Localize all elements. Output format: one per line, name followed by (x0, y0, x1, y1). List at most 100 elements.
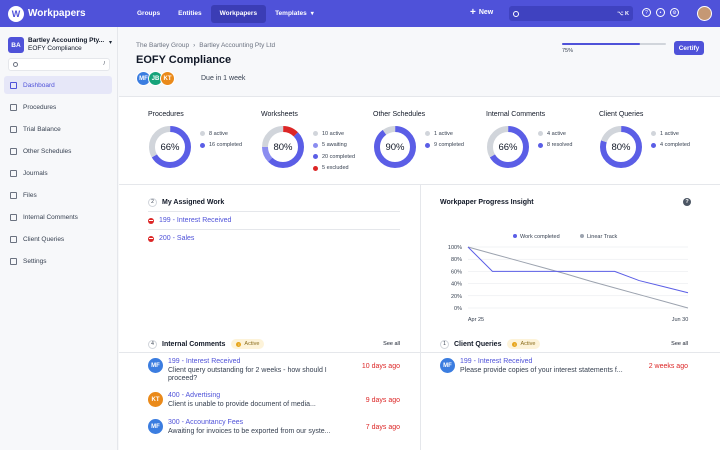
help-icon[interactable]: ? (642, 8, 651, 17)
main-content: The Bartley Group › Bartley Accounting P… (119, 27, 720, 450)
sidebar-item-dashboard[interactable]: Dashboard (4, 76, 112, 94)
donut-segment (149, 126, 191, 168)
workpaper-link[interactable]: 199 - Interest Received (159, 217, 232, 224)
list-item[interactable]: 199 - Interest Received (148, 211, 400, 229)
donut-percent: 66% (498, 141, 518, 153)
legend-dot (538, 131, 543, 137)
see-all-link[interactable]: See all (383, 341, 400, 347)
nav-workpapers[interactable]: Workpapers (210, 4, 267, 23)
y-tick-label: 80% (451, 257, 462, 263)
see-all-link[interactable]: See all (671, 341, 688, 347)
nav-groups[interactable]: Groups (137, 10, 161, 17)
breadcrumb-separator: › (193, 42, 196, 49)
comment-icon (10, 213, 17, 221)
sidebar-item-label: Settings (23, 257, 47, 265)
legend-dot (200, 142, 205, 148)
stat-legend: 10 active 5 awaiting 20 completed 5 excl… (313, 128, 355, 174)
divider (119, 352, 720, 353)
new-button[interactable]: + New (470, 7, 493, 18)
certify-button[interactable]: Certify (674, 41, 704, 55)
query-item[interactable]: MF 199 - Interest Received Please provid… (440, 358, 688, 384)
sidebar-search-input[interactable]: / (8, 58, 110, 71)
sidebar-item-internal-comments[interactable]: Internal Comments (4, 208, 112, 226)
divider (420, 184, 421, 450)
gear-icon[interactable]: ⚙ (670, 8, 679, 17)
avatar[interactable]: KT (160, 71, 175, 86)
legend-text: 1 active (434, 130, 453, 137)
query-link[interactable]: 199 - Interest Received (460, 358, 533, 365)
global-search-input[interactable]: ⌥ K (509, 6, 633, 21)
entity-badge: BA (8, 37, 24, 53)
legend-item: 8 active (200, 128, 242, 140)
user-avatar[interactable] (697, 6, 712, 21)
legend-item: 10 active (313, 128, 355, 140)
donut-percent: 80% (611, 141, 631, 153)
brand[interactable]: W Workpapers (8, 5, 128, 22)
donut-percent: 80% (273, 141, 293, 153)
comment-text: Client query outstanding for 2 weeks - h… (168, 366, 327, 383)
breadcrumb-group[interactable]: The Bartley Group (136, 42, 190, 49)
panel-header: 2 My Assigned Work (148, 196, 400, 208)
line-chart: Work completed Linear Track 100% 80% 60% 40% 2… (448, 234, 688, 323)
legend-dot (313, 165, 318, 171)
legend-marker (513, 234, 517, 238)
sidebar: BA Bartley Accounting Pty... EOFY Compli… (0, 27, 118, 450)
stat-procedures[interactable]: Procedures 66% 8 active 16 completed (148, 111, 260, 183)
count-badge: 2 (148, 197, 157, 207)
progress-fill (562, 43, 640, 45)
stat-client-queries[interactable]: Client Queries 80% 1 active 4 completed (599, 111, 711, 183)
sidebar-item-label: Procedures (23, 103, 57, 111)
comment-item[interactable]: MF 199 - Interest Received Client query … (148, 358, 400, 384)
workpaper-link[interactable]: 200 - Sales (159, 235, 195, 242)
sidebar-item-label: Files (23, 191, 37, 199)
sidebar-item-label: Client Queries (23, 235, 65, 243)
sidebar-item-client-queries[interactable]: Client Queries (4, 230, 112, 248)
breadcrumb-entity[interactable]: Bartley Accounting Pty Ltd (199, 42, 276, 49)
legend-item: 4 completed (651, 140, 690, 152)
panel-header: 1 Client Queries ! Active See all (440, 338, 688, 350)
entity-name: Bartley Accounting Pty... (28, 37, 105, 44)
donut-chart (262, 126, 304, 168)
stat-internal-comments[interactable]: Internal Comments 66% 4 active 8 resolve… (486, 111, 598, 183)
comment-text: Client is unable to provide document of … (168, 400, 316, 408)
donut-segment (487, 126, 529, 168)
sidebar-item-settings[interactable]: Settings (4, 252, 112, 270)
assignee-avatars: MF JB KT (136, 71, 175, 86)
due-date: Due in 1 week (201, 75, 246, 82)
nav-entities[interactable]: Entities (178, 10, 202, 17)
entity-subtitle: EOFY Compliance (28, 45, 82, 52)
bell-icon[interactable]: • (656, 8, 665, 17)
sidebar-item-files[interactable]: Files (4, 186, 112, 204)
donut-segment (374, 126, 416, 168)
sidebar-item-other-schedules[interactable]: Other Schedules (4, 142, 112, 160)
page-title: EOFY Compliance (136, 54, 232, 66)
legend-item: 1 active (651, 128, 690, 140)
panel-header: 4 Internal Comments ! Active See all (148, 338, 400, 350)
comment-item[interactable]: KT 400 - Advertising Client is unable to… (148, 392, 400, 418)
legend-item: 16 completed (200, 140, 242, 152)
journal-icon (10, 169, 17, 177)
chevron-down-icon: ▾ (310, 11, 314, 17)
stat-other-schedules[interactable]: Other Schedules 90% 1 active 9 completed (373, 111, 485, 183)
sidebar-item-journals[interactable]: Journals (4, 164, 112, 182)
sidebar-item-trial-balance[interactable]: Trial Balance (4, 120, 112, 138)
comment-link[interactable]: 300 - Accountancy Fees (168, 419, 244, 426)
entity-switcher[interactable]: BA Bartley Accounting Pty... EOFY Compli… (8, 35, 112, 55)
donut-segment (600, 126, 642, 168)
legend-item: 8 resolved (538, 140, 572, 152)
help-icon[interactable]: ? (683, 198, 691, 206)
chart-title: Workpaper Progress Insight (440, 199, 534, 206)
comment-link[interactable]: 199 - Interest Received (168, 358, 241, 365)
stat-worksheets[interactable]: Worksheets 80% 10 active 5 awaiting 20 c… (261, 111, 373, 183)
comment-item[interactable]: MF 300 - Accountancy Fees Awaiting for i… (148, 419, 400, 445)
list-item[interactable]: 200 - Sales (148, 229, 400, 247)
y-tick-label: 40% (451, 282, 462, 288)
legend-dot (313, 142, 318, 148)
sidebar-item-procedures[interactable]: Procedures (4, 98, 112, 116)
sidebar-item-label: Other Schedules (23, 147, 72, 155)
comment-link[interactable]: 400 - Advertising (168, 392, 221, 399)
legend-text: 5 awaiting (322, 142, 347, 149)
legend-label: Linear Track (587, 234, 618, 240)
nav-templates[interactable]: Templates ▾ (266, 5, 323, 23)
donut-chart (487, 126, 529, 168)
